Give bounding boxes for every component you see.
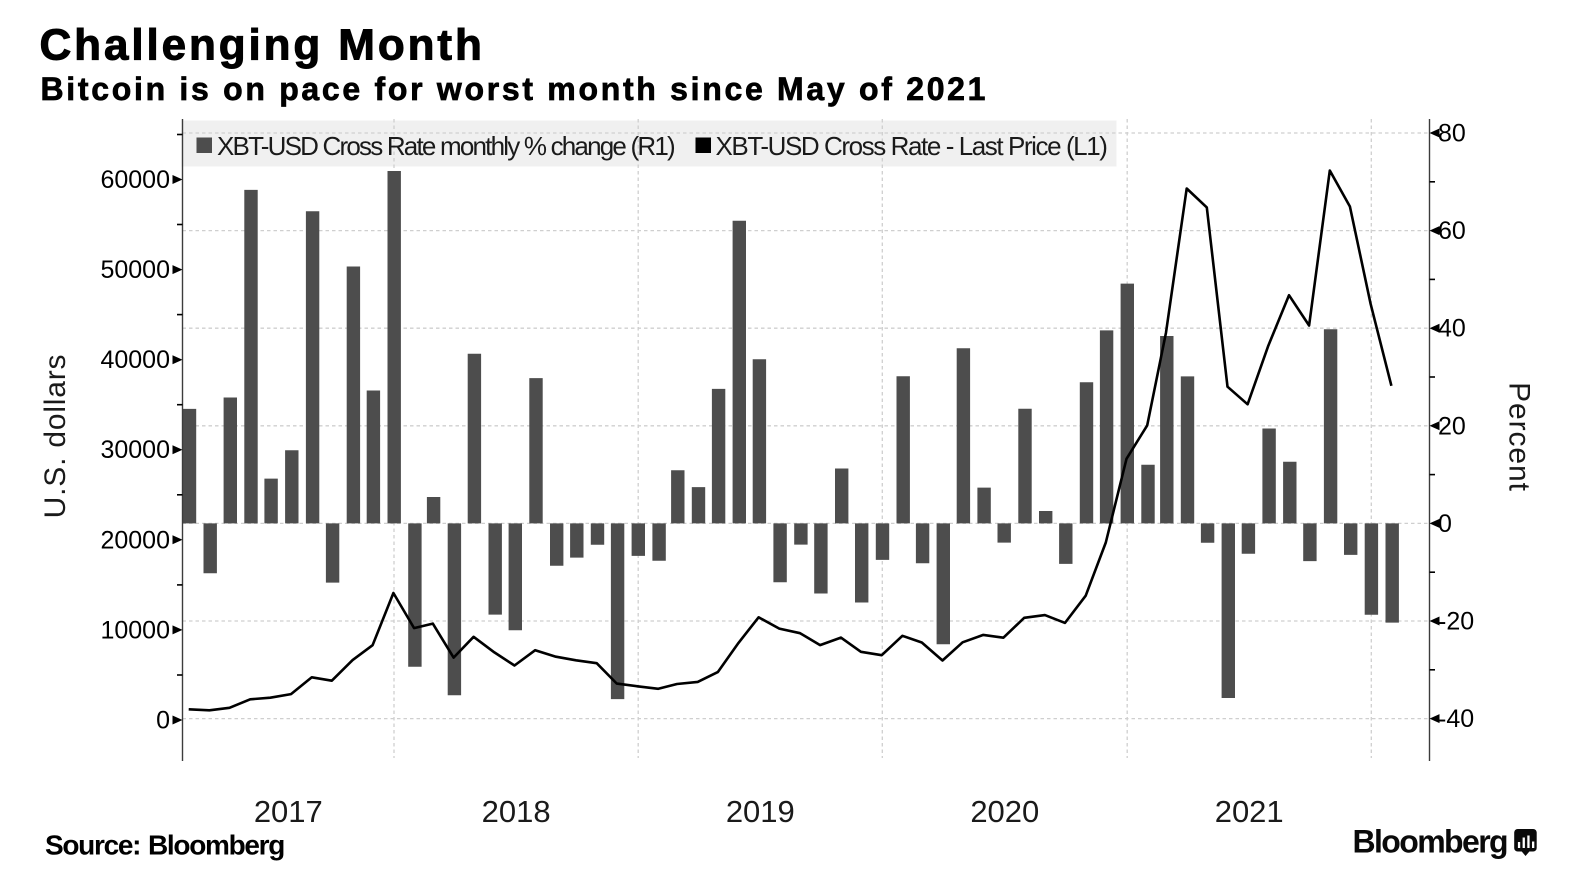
svg-text:40000: 40000 (100, 346, 170, 374)
svg-text:-20: -20 (1438, 608, 1474, 636)
svg-text:-40: -40 (1438, 705, 1474, 733)
svg-text:80: 80 (1438, 120, 1466, 148)
svg-text:Challenging Month: Challenging Month (40, 21, 485, 70)
svg-text:Bloomberg: Bloomberg (148, 830, 284, 861)
svg-text:XBT-USD Cross Rate - Last Pric: XBT-USD Cross Rate - Last Price (L1) (716, 131, 1108, 161)
svg-text:2017: 2017 (254, 794, 323, 829)
svg-text:Bitcoin is on pace for worst m: Bitcoin is on pace for worst month since… (41, 71, 989, 107)
svg-text:40: 40 (1438, 315, 1466, 343)
svg-text:20000: 20000 (100, 526, 170, 554)
svg-text:U.S. dollars: U.S. dollars (39, 354, 72, 519)
svg-text:60: 60 (1438, 217, 1466, 245)
svg-text:Percent: Percent (1503, 382, 1536, 492)
svg-text:0: 0 (156, 707, 170, 735)
svg-text:20: 20 (1438, 412, 1466, 440)
svg-text:10000: 10000 (100, 616, 170, 644)
svg-text:2019: 2019 (726, 794, 795, 829)
svg-text:2018: 2018 (482, 794, 551, 829)
svg-text:Source:: Source: (45, 830, 140, 861)
svg-text:0: 0 (1438, 510, 1452, 538)
svg-text:2021: 2021 (1215, 794, 1284, 829)
svg-text:2020: 2020 (970, 794, 1039, 829)
svg-text:30000: 30000 (100, 436, 170, 464)
svg-text:60000: 60000 (100, 166, 170, 194)
svg-text:XBT-USD Cross Rate monthly % c: XBT-USD Cross Rate monthly % change (R1) (217, 131, 675, 161)
svg-text:50000: 50000 (100, 256, 170, 284)
svg-text:Bloomberg: Bloomberg (1353, 824, 1508, 860)
